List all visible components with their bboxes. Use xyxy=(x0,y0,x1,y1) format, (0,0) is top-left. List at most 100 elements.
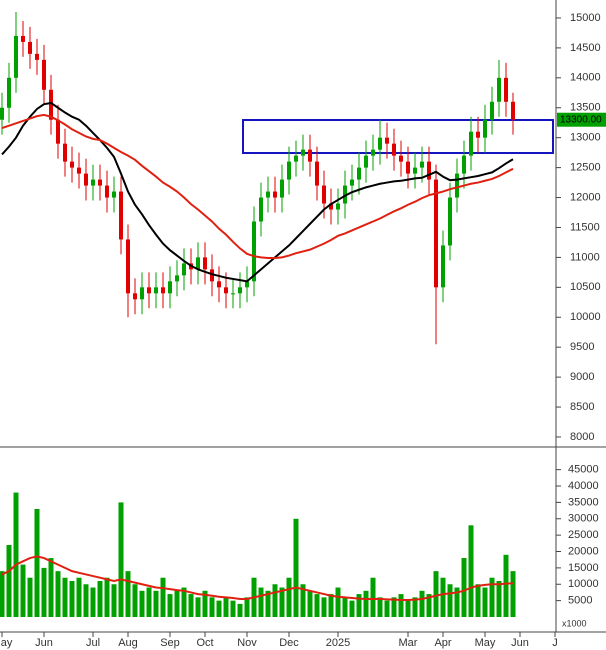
volume-bar xyxy=(328,594,334,617)
candle-body xyxy=(462,155,466,174)
candle-body xyxy=(42,59,46,90)
x-tick-label: Aug xyxy=(118,637,138,649)
x-tick-label: Oct xyxy=(196,637,213,649)
candle-body xyxy=(266,191,270,198)
y-tick-label: 11500 xyxy=(570,221,600,233)
candle-body xyxy=(434,179,438,288)
candle-body xyxy=(14,35,18,78)
candle-body xyxy=(70,161,74,168)
candle-body xyxy=(154,287,158,294)
y-tick-label: 10000 xyxy=(570,311,601,323)
volume-bar xyxy=(48,558,54,617)
volume-bar xyxy=(13,492,19,617)
moving-average xyxy=(1,101,514,283)
volume-bar xyxy=(370,577,376,617)
candle-body xyxy=(196,257,200,270)
candle-body xyxy=(182,263,186,276)
volume-bar xyxy=(139,590,145,617)
volume-bar xyxy=(342,597,348,617)
volume-bar xyxy=(384,600,390,617)
candle-body xyxy=(133,293,137,300)
volume-bar xyxy=(160,577,166,617)
volume-bar xyxy=(104,577,110,617)
x-tick-label: Jul xyxy=(86,637,100,649)
volume-bar xyxy=(41,567,47,617)
volume-bar xyxy=(265,590,271,617)
volume-bar xyxy=(482,587,488,617)
candle-body xyxy=(504,77,508,102)
candle-body xyxy=(231,293,235,295)
volume-tick-label: 40000 xyxy=(568,480,599,492)
y-tick-label: 11000 xyxy=(570,251,600,263)
volume-bar xyxy=(0,571,5,617)
candle-body xyxy=(476,131,480,138)
candle-body xyxy=(273,191,277,198)
volume-bar xyxy=(111,584,117,617)
volume-bar xyxy=(209,597,215,617)
volume-bar xyxy=(503,554,509,617)
volume-bar xyxy=(90,587,96,617)
candle-body xyxy=(329,203,333,210)
volume-bar xyxy=(412,597,418,617)
volume-bar xyxy=(153,590,159,617)
last-price-box xyxy=(557,112,606,127)
volume-bar xyxy=(454,587,460,617)
candle-body xyxy=(161,287,165,294)
y-tick-label: 13500 xyxy=(570,102,601,114)
candle-body xyxy=(364,155,368,168)
candle-body xyxy=(217,281,221,288)
volume-tick-label: 45000 xyxy=(568,464,599,476)
candle-body xyxy=(287,161,291,180)
candle-body xyxy=(49,89,53,120)
y-tick-label: 12500 xyxy=(570,162,601,174)
volume-bar xyxy=(272,584,278,617)
candle-body xyxy=(413,167,417,174)
moving-average xyxy=(1,113,514,259)
y-tick-label: 10500 xyxy=(570,281,601,293)
last-price-label: 13300.00 xyxy=(560,114,602,125)
candle-body xyxy=(0,107,4,120)
volume-bar xyxy=(300,584,306,617)
candle-body xyxy=(245,281,249,288)
volume-bar xyxy=(293,518,299,617)
volume-bar xyxy=(27,577,33,617)
candle-body xyxy=(119,191,123,240)
candle-body xyxy=(175,275,179,282)
volume-bar xyxy=(244,597,250,617)
volume-bar xyxy=(34,508,40,617)
volume-bar xyxy=(335,587,341,617)
candle-body xyxy=(105,185,109,198)
volume-bar xyxy=(440,577,446,617)
volume-unit: x1000 xyxy=(562,618,587,628)
volume-tick-label: 30000 xyxy=(568,513,599,525)
candle-body xyxy=(350,179,354,186)
y-tick-label: 9000 xyxy=(570,371,594,383)
candle-body xyxy=(252,221,256,282)
volume-bar xyxy=(405,600,411,617)
volume-tick-label: 20000 xyxy=(568,545,599,557)
x-tick-label: Sep xyxy=(160,637,180,649)
volume-bar xyxy=(83,584,89,617)
volume-bar xyxy=(349,600,355,617)
candle-body xyxy=(420,161,424,168)
candle-body xyxy=(112,191,116,198)
volume-bar xyxy=(69,580,75,617)
volume-bar xyxy=(510,571,516,617)
y-tick-label: 14000 xyxy=(570,72,601,84)
volume-bar xyxy=(237,603,243,617)
candle-body xyxy=(301,149,305,156)
x-tick-label: Mar xyxy=(399,637,418,649)
candle-body xyxy=(378,137,382,150)
y-tick-label: 14500 xyxy=(570,42,601,54)
volume-bar xyxy=(181,587,187,617)
x-tick-label: Dec xyxy=(279,637,299,649)
y-tick-label: 9500 xyxy=(570,341,594,353)
x-tick-label: 2025 xyxy=(326,637,350,649)
volume-bar xyxy=(398,594,404,617)
candle-body xyxy=(35,53,39,60)
candle-body xyxy=(406,161,410,174)
volume-bar xyxy=(433,571,439,617)
volume-bar xyxy=(6,544,12,617)
x-tick-label: Nov xyxy=(237,637,257,649)
volume-bar xyxy=(468,525,474,617)
